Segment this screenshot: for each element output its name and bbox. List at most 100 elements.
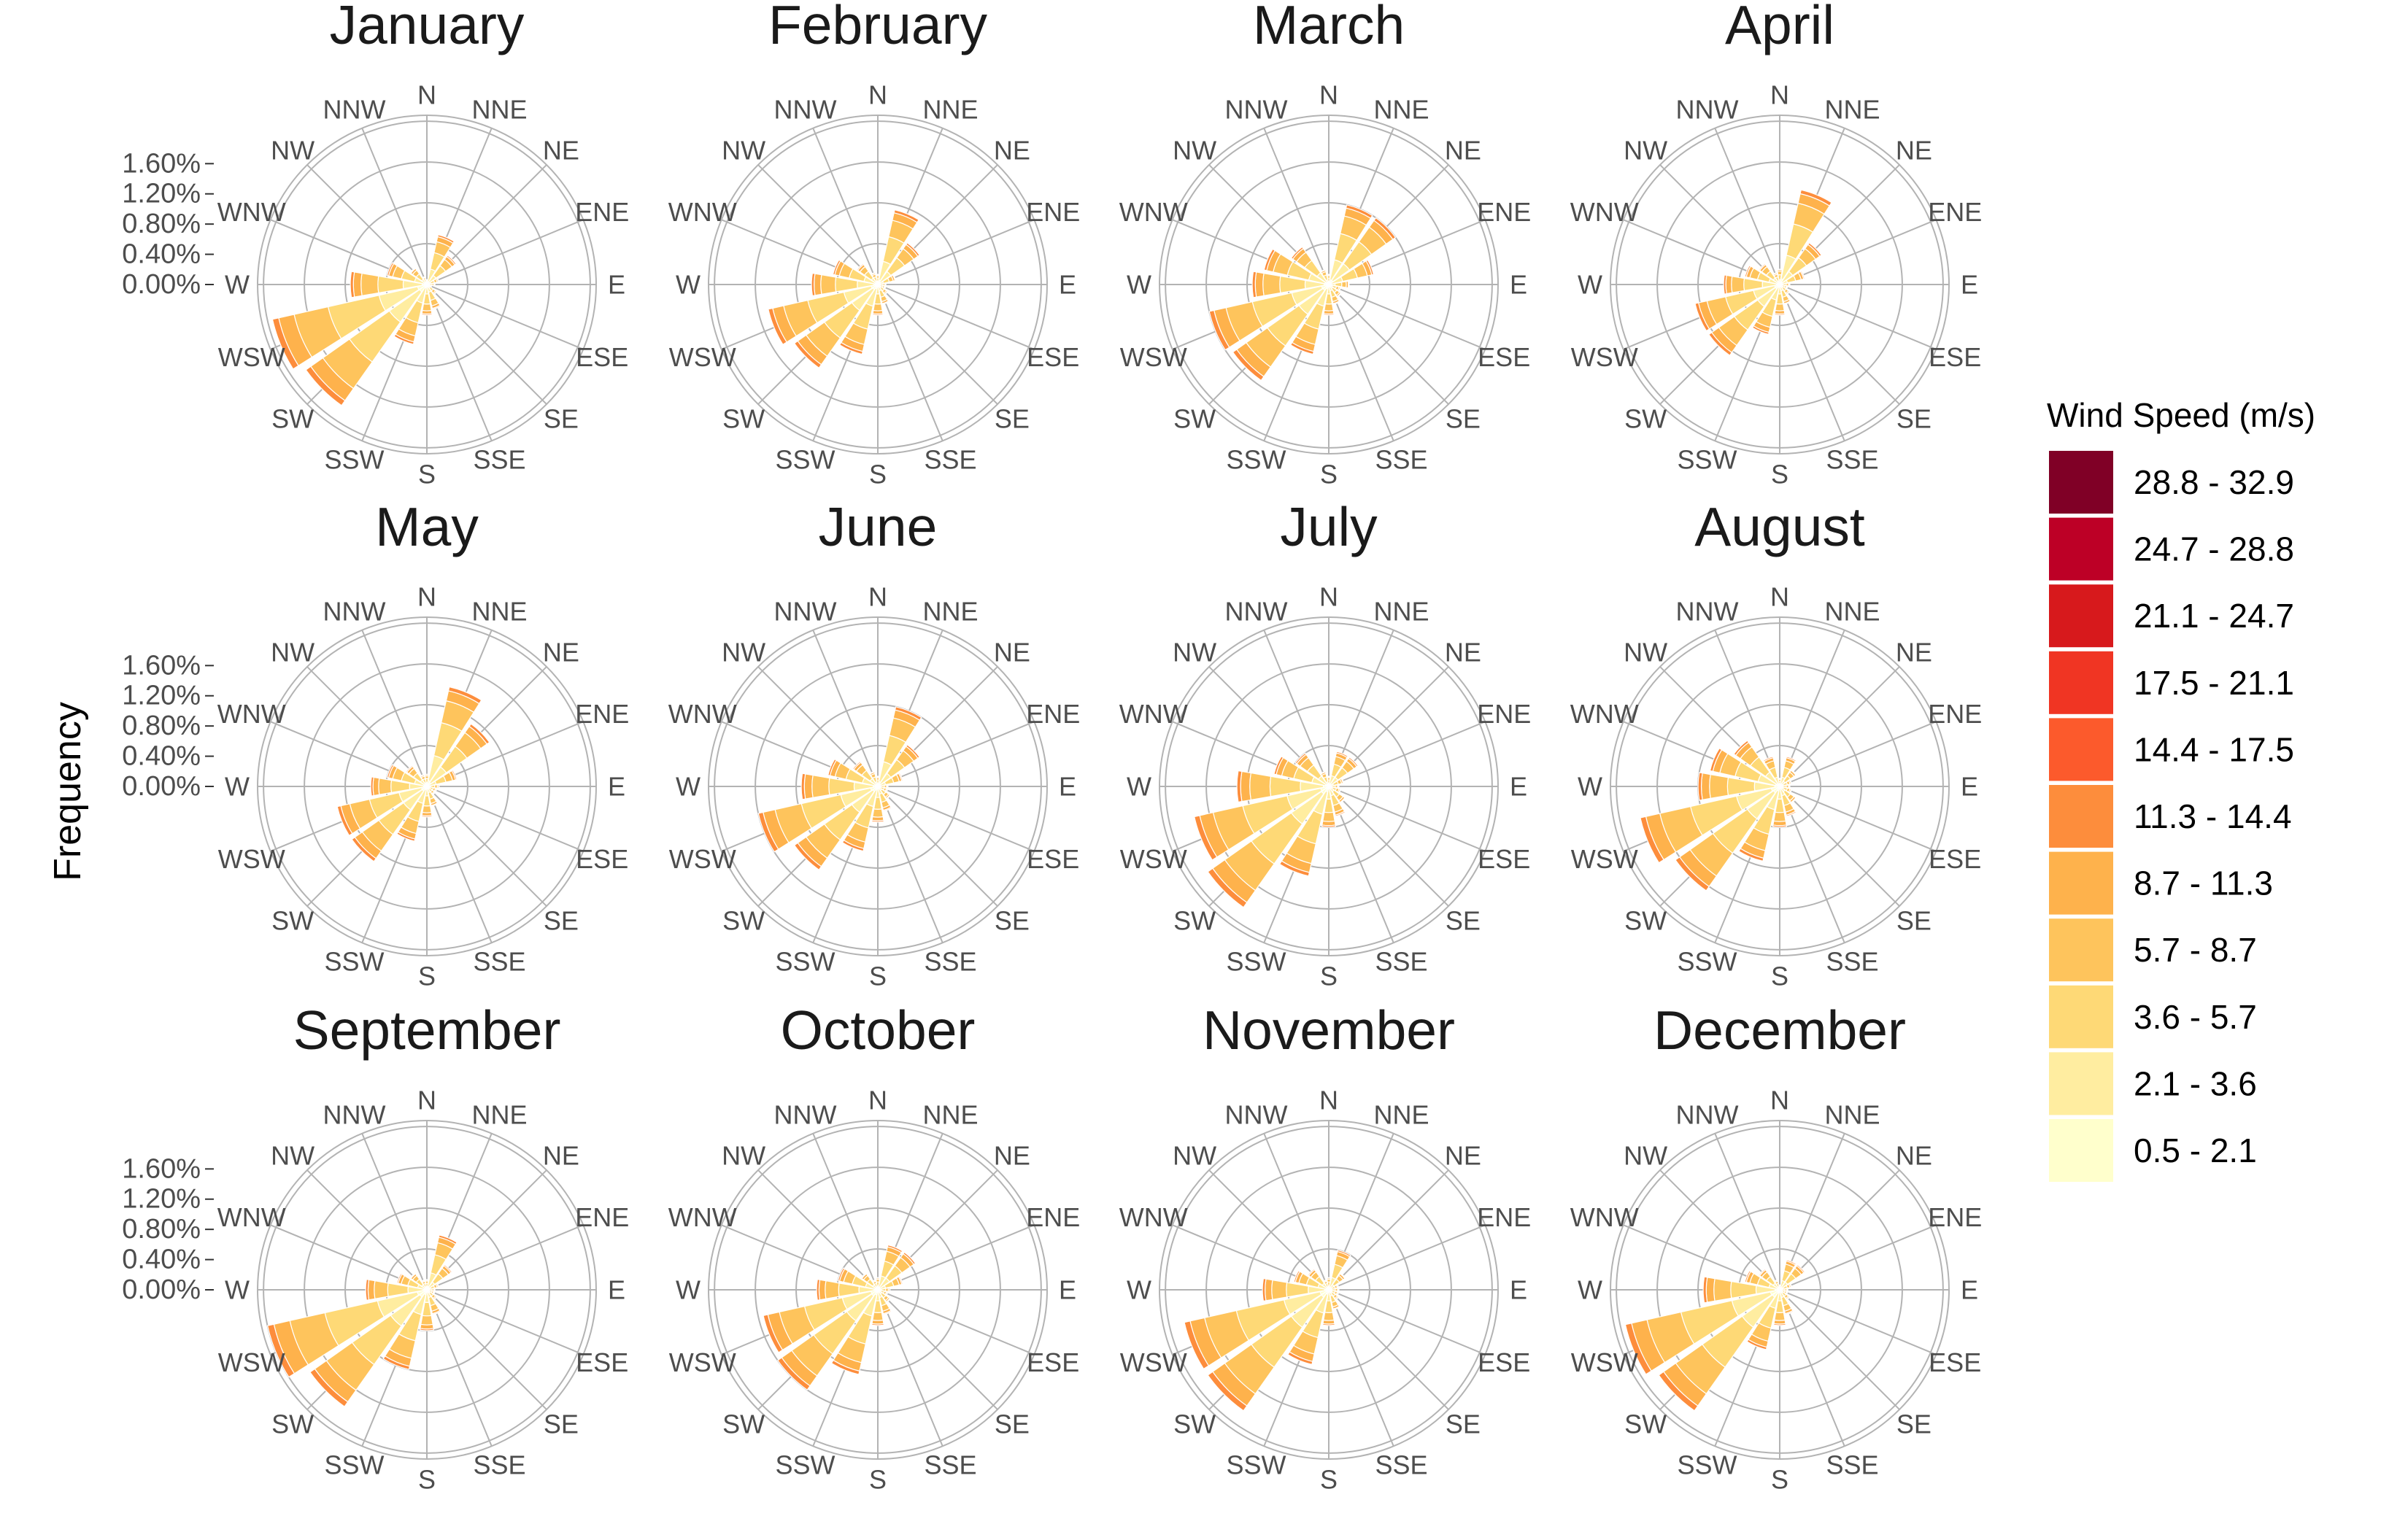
direction-label-ENE: ENE bbox=[575, 699, 629, 729]
outer-ring bbox=[708, 616, 1048, 956]
direction-label-S: S bbox=[1771, 1465, 1788, 1495]
spoke-NW bbox=[757, 1169, 879, 1291]
bar-segment-E-bin5 bbox=[1347, 280, 1350, 289]
direction-label-SE: SE bbox=[995, 1409, 1030, 1439]
bar-segment-NNW-bin5 bbox=[422, 276, 426, 279]
direction-label-E: E bbox=[1510, 1275, 1527, 1305]
bar-SW bbox=[305, 284, 428, 406]
bar-NW bbox=[1758, 1268, 1780, 1291]
direction-label-NNE: NNE bbox=[471, 596, 527, 626]
bar-segment-SW-bin5 bbox=[305, 365, 346, 406]
bar-WNW bbox=[386, 262, 428, 285]
bar-segment-S-bin5 bbox=[871, 1323, 885, 1326]
bar-SE bbox=[426, 284, 438, 295]
spoke-SSE bbox=[426, 1289, 493, 1447]
direction-label-S: S bbox=[1320, 1465, 1338, 1495]
spoke-NW bbox=[1208, 1169, 1330, 1291]
direction-label-NNE: NNE bbox=[1373, 94, 1429, 124]
legend-swatch bbox=[2049, 918, 2113, 982]
bar-NE bbox=[1779, 1264, 1806, 1291]
direction-label-ENE: ENE bbox=[1026, 1202, 1080, 1232]
bar-segment-S-bin3 bbox=[422, 805, 432, 813]
bar-segment-SW-bin5 bbox=[1707, 331, 1733, 357]
bar-segment-W-bin4 bbox=[1705, 1277, 1716, 1303]
direction-label-S: S bbox=[1771, 460, 1788, 490]
bar-segment-N-bin5 bbox=[875, 1277, 881, 1279]
bars bbox=[1694, 189, 1832, 357]
bar-segment-NE-bin5 bbox=[1373, 217, 1397, 240]
spoke-NW bbox=[1659, 1169, 1780, 1291]
bar-SW bbox=[351, 786, 428, 862]
ring-2 bbox=[795, 1207, 960, 1372]
direction-label-SW: SW bbox=[1173, 905, 1216, 935]
direction-label-SSW: SSW bbox=[324, 947, 384, 977]
bar-WSW bbox=[266, 1289, 428, 1378]
bar-NNW bbox=[1319, 268, 1330, 285]
direction-label-ESE: ESE bbox=[1929, 342, 1981, 372]
direction-label-SSW: SSW bbox=[324, 445, 384, 475]
bar-segment-W-bin3 bbox=[1249, 772, 1272, 801]
outer-ring bbox=[708, 115, 1048, 454]
ring-3 bbox=[1205, 663, 1452, 910]
legend-label: 24.7 - 28.8 bbox=[2134, 530, 2294, 568]
spoke-NNW bbox=[361, 1133, 428, 1291]
direction-labels: N NNE NE ENE E ESE SE SSE S SSW SW WSW W WNW NW NNW bbox=[217, 1086, 629, 1495]
bar-SW bbox=[1658, 1289, 1780, 1412]
bar-segment-S-bin5 bbox=[1321, 1323, 1336, 1326]
legend-label: 14.4 - 17.5 bbox=[2134, 730, 2294, 768]
outer-ring bbox=[257, 115, 597, 454]
direction-label-NNE: NNE bbox=[922, 596, 978, 626]
direction-label-WSW: WSW bbox=[669, 844, 736, 874]
direction-label-N: N bbox=[1319, 80, 1338, 110]
bar-NW bbox=[1290, 246, 1330, 285]
ring-4 bbox=[1165, 622, 1493, 951]
bar-segment-E-bin5 bbox=[887, 784, 889, 789]
bar-segment-W-bin3 bbox=[820, 274, 837, 295]
bar-NE bbox=[1328, 1272, 1346, 1291]
bar-segment-SE-bin5 bbox=[433, 290, 438, 295]
spoke-NNW bbox=[1263, 630, 1330, 787]
direction-label-NE: NE bbox=[1896, 1141, 1932, 1171]
direction-label-SSE: SSE bbox=[924, 1450, 976, 1480]
bar-NNW bbox=[1773, 1279, 1780, 1291]
direction-label-NNE: NNE bbox=[1824, 596, 1880, 626]
bar-NNE bbox=[1328, 1249, 1351, 1291]
direction-label-E: E bbox=[608, 772, 625, 802]
bar-SW bbox=[309, 1289, 428, 1407]
ring-4 bbox=[714, 622, 1042, 951]
direction-label-NW: NW bbox=[1624, 1141, 1667, 1171]
outer-ring bbox=[257, 1120, 597, 1460]
legend-swatch bbox=[2049, 785, 2113, 848]
bar-segment-ENE-bin5 bbox=[898, 1275, 903, 1285]
direction-label-SW: SW bbox=[1173, 1409, 1216, 1439]
bar-segment-SSE-bin5 bbox=[431, 1309, 441, 1315]
legend-label: 21.1 - 24.7 bbox=[2134, 597, 2294, 635]
direction-label-SSE: SSE bbox=[1375, 445, 1427, 475]
bar-segment-S-bin3 bbox=[1773, 811, 1786, 822]
bar-NNW bbox=[1772, 271, 1780, 285]
bar-segment-W-bin3 bbox=[825, 1280, 840, 1299]
legend-label: 17.5 - 21.1 bbox=[2134, 664, 2294, 702]
radial-tick-label: 1.20% bbox=[122, 681, 201, 711]
bar-S bbox=[1774, 284, 1786, 316]
direction-label-NNE: NNE bbox=[1824, 1099, 1880, 1129]
bar-WNW bbox=[1709, 747, 1780, 787]
bar-ENE bbox=[1328, 259, 1375, 285]
bar-WSW bbox=[763, 1289, 879, 1353]
bar-segment-NE-bin5 bbox=[1796, 1264, 1806, 1274]
direction-label-SSE: SSE bbox=[1375, 1450, 1427, 1480]
bar-SW bbox=[1232, 284, 1330, 382]
bar-segment-SSE-bin5 bbox=[431, 304, 441, 310]
ring-2 bbox=[795, 704, 960, 869]
bar-segment-WSW-bin5 bbox=[768, 307, 787, 346]
direction-label-ENE: ENE bbox=[1477, 197, 1531, 227]
direction-label-SSE: SSE bbox=[924, 947, 976, 977]
bar-segment-WNW-bin5 bbox=[837, 1267, 846, 1282]
outer-ring bbox=[1610, 616, 1950, 956]
direction-label-NNW: NNW bbox=[323, 94, 386, 124]
bar-segment-SW-bin5 bbox=[1207, 867, 1248, 908]
bar-segment-WSW-bin5 bbox=[1184, 1320, 1210, 1370]
spoke-NNW bbox=[361, 128, 428, 285]
